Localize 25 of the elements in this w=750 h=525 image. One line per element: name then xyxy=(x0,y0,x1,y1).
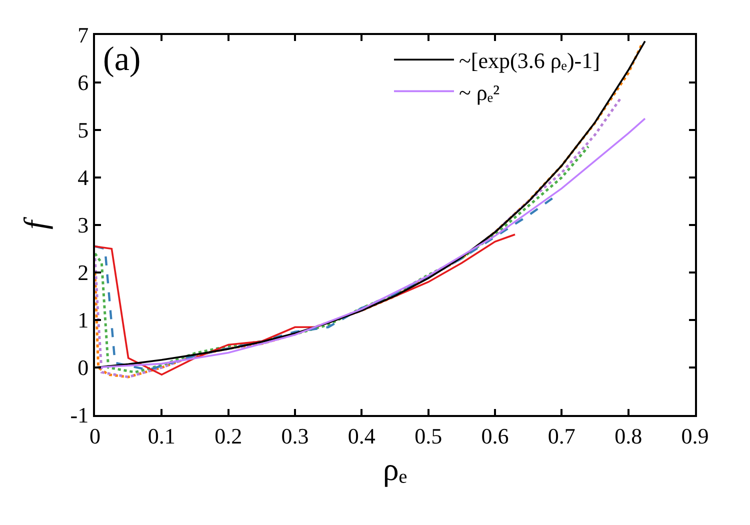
annotation: (a) xyxy=(103,41,141,78)
y-tick-label: 4 xyxy=(78,165,89,190)
y-axis-title: f xyxy=(17,216,54,230)
legend-label: ~ ρₑ² xyxy=(459,80,500,105)
y-tick-label: 6 xyxy=(78,70,89,96)
x-tick-label: 0.4 xyxy=(348,423,376,448)
x-tick-label: 0.8 xyxy=(614,423,642,448)
x-axis-title: ρₑ xyxy=(382,450,408,487)
legend-label: ~[exp(3.6 ρₑ)-1] xyxy=(459,48,600,74)
x-tick-label: 0.9 xyxy=(681,423,709,448)
x-tick-label: 0.1 xyxy=(148,423,176,448)
y-tick-label: 3 xyxy=(78,212,89,238)
y-tick-label: 5 xyxy=(78,118,89,143)
x-tick-label: 0.5 xyxy=(414,423,442,448)
y-tick-label: 0 xyxy=(78,355,89,380)
y-tick-label: -1 xyxy=(70,402,89,428)
y-tick-label: 7 xyxy=(78,22,89,48)
line-series xyxy=(95,145,590,374)
x-tick-label: 0.6 xyxy=(481,423,509,448)
line-series xyxy=(95,234,516,376)
x-tick-label: 0.3 xyxy=(281,423,309,448)
x-tick-label: 0.7 xyxy=(548,423,576,448)
x-tick-label: 0.2 xyxy=(214,423,242,448)
y-tick-label: 1 xyxy=(78,308,89,333)
y-tick-label: 2 xyxy=(78,260,89,286)
